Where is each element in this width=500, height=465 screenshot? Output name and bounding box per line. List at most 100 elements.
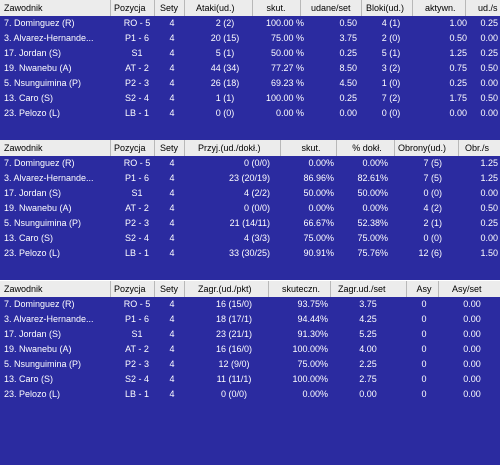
table-row[interactable]: 23. Pelozo (L) LB - 1 4 0 (0) 0.00 % 0.00 0 (0… — [0, 106, 500, 120]
table-row[interactable]: 17. Jordan (S) S1 4 23 (21/1) 91.30% 5.25 0 0.0… — [0, 327, 500, 341]
header-serves-per-set[interactable]: Zagr.ud./set — [338, 281, 407, 297]
cell-attacks: 44 (34) — [210, 63, 240, 73]
table-row[interactable]: 19. Nwanebu (A) AT - 2 4 16 (16/0) 100.00% 4.… — [0, 342, 500, 356]
header-effectiveness[interactable]: skuteczn. — [272, 281, 331, 297]
cell-sets: 4 — [169, 389, 175, 399]
cell-player: 5. Nsunguimina (P) — [4, 359, 82, 369]
header-position[interactable]: Pozycja — [114, 0, 155, 16]
cell-efficiency: 69.23 % — [270, 78, 304, 88]
cell-receptions: 4 (3/3) — [243, 233, 270, 243]
cell-effectiveness: 91.30% — [297, 329, 328, 339]
cell-sets: 4 — [169, 314, 175, 324]
cell-position: RO - 5 — [123, 158, 151, 168]
cell-position: P2 - 3 — [124, 359, 149, 369]
header-player[interactable]: Zawodnik — [4, 140, 111, 156]
table-row[interactable]: 13. Caro (S) S2 - 4 4 11 (11/1) 100.00% 2.75 0… — [0, 372, 500, 386]
table-row[interactable]: 5. Nsunguimina (P) P2 - 3 4 21 (14/11) 66.67… — [0, 216, 500, 230]
header-blocks[interactable]: Bloki(ud.) — [366, 0, 413, 16]
cell-sets: 4 — [169, 63, 175, 73]
table-row[interactable]: 3. Alvarez-Hernande... P1 - 6 4 20 (15) 75.0… — [0, 31, 500, 45]
cell-player: 5. Nsunguimina (P) — [4, 78, 82, 88]
table-row[interactable]: 23. Pelozo (L) LB - 1 4 0 (0/0) 0.00% 0.00 0 0.… — [0, 387, 500, 401]
header-player[interactable]: Zawodnik — [4, 0, 111, 16]
cell-aces: 0 — [421, 359, 427, 369]
cell-player: 19. Nwanebu (A) — [4, 344, 72, 354]
header-receptions[interactable]: Przyj.(ud./dokł.) — [198, 140, 281, 156]
cell-sets: 4 — [169, 344, 175, 354]
cell-sets: 4 — [169, 188, 175, 198]
table-row[interactable]: 3. Alvarez-Hernande... P1 - 6 4 23 (20/19) 8… — [0, 171, 500, 185]
table-row[interactable]: 5. Nsunguimina (P) P2 - 3 4 12 (9/0) 75.00% 2… — [0, 357, 500, 371]
cell-aces-per-set: 0.00 — [463, 374, 481, 384]
cell-effectiveness: 0.00% — [302, 389, 328, 399]
cell-serves-per-set: 5.25 — [359, 329, 377, 339]
cell-player: 23. Pelozo (L) — [4, 389, 61, 399]
table-row[interactable]: 19. Nwanebu (A) AT - 2 4 44 (34) 77.27 % 8.50… — [0, 61, 500, 75]
table-row[interactable]: 23. Pelozo (L) LB - 1 4 33 (30/25) 90.91% 75.… — [0, 246, 500, 260]
cell-serves: 16 (16/0) — [215, 344, 253, 354]
cell-serves: 18 (17/1) — [215, 314, 253, 324]
cell-player: 13. Caro (S) — [4, 233, 54, 243]
cell-serves: 12 (9/0) — [218, 359, 250, 369]
cell-efficiency: 50.00 % — [270, 48, 304, 58]
table-row[interactable]: 5. Nsunguimina (P) P2 - 3 4 26 (18) 69.23 % 4… — [0, 76, 500, 90]
cell-success-per-set: 0.00 — [339, 108, 357, 118]
table-row[interactable]: 7. Dominguez (R) RO - 5 4 0 (0/0) 0.00% 0.00%… — [0, 156, 500, 170]
cell-position: RO - 5 — [123, 18, 151, 28]
table-row[interactable]: 7. Dominguez (R) RO - 5 4 16 (15/0) 93.75% 3.… — [0, 297, 500, 311]
header-activity[interactable]: aktywn. — [425, 0, 466, 16]
header-accuracy[interactable]: % dokł. — [340, 140, 395, 156]
cell-success-per-set: 3.75 — [339, 33, 357, 43]
cell-position: LB - 1 — [124, 389, 149, 399]
table-row[interactable]: 13. Caro (S) S2 - 4 4 4 (3/3) 75.00% 75.00% 0 … — [0, 231, 500, 245]
header-attacks[interactable]: Ataki(ud.) — [196, 0, 253, 16]
cell-sets: 4 — [169, 93, 175, 103]
table-row[interactable]: 17. Jordan (S) S1 4 5 (1) 50.00 % 0.25 5 (1) 1.… — [0, 46, 500, 60]
cell-accuracy: 50.00% — [357, 188, 388, 198]
cell-position: S2 - 4 — [124, 233, 149, 243]
cell-effectiveness: 100.00% — [292, 374, 328, 384]
table-row[interactable]: 13. Caro (S) S2 - 4 4 1 (1) 100.00 % 0.25 7 (2… — [0, 91, 500, 105]
cell-digs-per-set: 1.25 — [480, 173, 498, 183]
cell-serves: 16 (15/0) — [215, 299, 253, 309]
header-position[interactable]: Pozycja — [114, 281, 155, 297]
header-blocks-per-set[interactable]: ud./s — [478, 3, 498, 13]
header-efficiency[interactable]: skut. — [252, 0, 301, 16]
header-serves[interactable]: Zagr.(ud./pkt) — [198, 281, 269, 297]
header-efficiency[interactable]: skut. — [286, 140, 337, 156]
cell-digs-per-set: 1.25 — [480, 158, 498, 168]
cell-sets: 4 — [169, 158, 175, 168]
table-row[interactable]: 3. Alvarez-Hernande... P1 - 6 4 18 (17/1) 94… — [0, 312, 500, 326]
header-sets[interactable]: Sety — [160, 281, 185, 297]
cell-blocks: 2 (0) — [381, 33, 401, 43]
cell-position: S1 — [131, 188, 143, 198]
serve-table-header: Zawodnik Pozycja Sety Zagr.(ud./pkt) sku… — [0, 281, 500, 297]
cell-serves: 0 (0/0) — [220, 389, 247, 399]
header-success-per-set[interactable]: udane/set — [311, 0, 362, 16]
cell-sets: 4 — [169, 374, 175, 384]
header-player[interactable]: Zawodnik — [4, 281, 111, 297]
cell-blocks: 3 (2) — [381, 63, 401, 73]
header-sets[interactable]: Sety — [160, 0, 185, 16]
attack-table-header: Zawodnik Pozycja Sety Ataki(ud.) skut. u… — [0, 0, 500, 16]
cell-effectiveness: 75.00% — [297, 359, 328, 369]
cell-effectiveness: 93.75% — [297, 299, 328, 309]
cell-efficiency: 100.00 % — [265, 18, 304, 28]
header-sets[interactable]: Sety — [160, 140, 185, 156]
header-digs-per-set[interactable]: Obr./s — [465, 143, 490, 153]
header-aces[interactable]: Asy — [410, 281, 439, 297]
table-row[interactable]: 17. Jordan (S) S1 4 4 (2/2) 50.00% 50.00% 0 (0… — [0, 186, 500, 200]
header-aces-per-set[interactable]: Asy/set — [452, 284, 482, 294]
cell-player: 23. Pelozo (L) — [4, 248, 61, 258]
cell-serves: 11 (11/1) — [216, 374, 252, 384]
header-position[interactable]: Pozycja — [114, 140, 155, 156]
cell-blocks-per-set: 0.50 — [480, 93, 498, 103]
header-digs[interactable]: Obrony(ud.) — [398, 140, 459, 156]
table-row[interactable]: 7. Dominguez (R) RO - 5 4 2 (2) 100.00 % 0.50… — [0, 16, 500, 30]
cell-digs-per-set: 0.00 — [480, 188, 498, 198]
cell-efficiency: 0.00% — [308, 158, 334, 168]
cell-efficiency: 0.00% — [308, 203, 334, 213]
table-row[interactable]: 19. Nwanebu (A) AT - 2 4 0 (0/0) 0.00% 0.00% 4… — [0, 201, 500, 215]
cell-blocks: 7 (2) — [381, 93, 401, 103]
cell-sets: 4 — [169, 233, 175, 243]
